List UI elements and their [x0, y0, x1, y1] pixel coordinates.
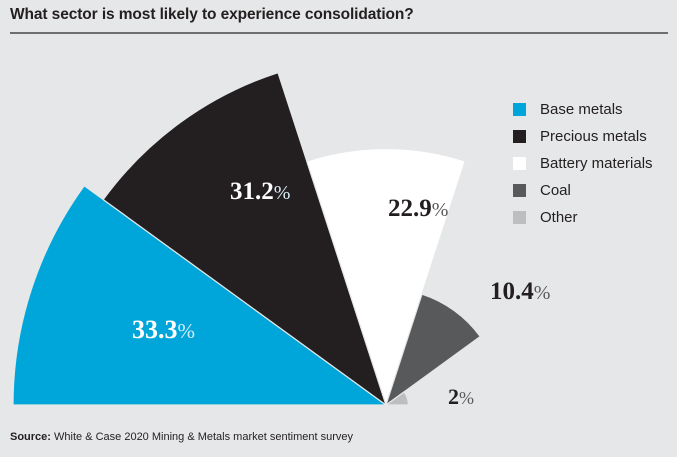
wedge-other	[384, 390, 410, 406]
legend-swatch	[513, 211, 526, 224]
legend-label: Battery materials	[540, 155, 653, 172]
legend-label: Coal	[540, 182, 571, 199]
data-label-base-metals: 33.3%	[132, 315, 195, 344]
legend-item-precious-metals: Precious metals	[513, 123, 653, 150]
data-label-precious-metals: 31.2%	[230, 178, 290, 205]
wedge-coal	[384, 293, 482, 407]
legend-swatch	[513, 184, 526, 197]
legend-swatch	[513, 157, 526, 170]
wedge-precious-metals	[102, 71, 388, 407]
data-label-battery-materials: 22.9%	[388, 195, 448, 222]
chart-title: What sector is most likely to experience…	[10, 6, 414, 23]
legend-label: Precious metals	[540, 128, 647, 145]
legend-label: Base metals	[540, 101, 623, 118]
title-divider	[10, 32, 668, 34]
wedge-base-metals	[12, 184, 388, 406]
source-label: Source:	[10, 431, 51, 443]
source-text: White & Case 2020 Mining & Metals market…	[54, 431, 353, 443]
data-label-other: 2%	[448, 384, 474, 409]
legend: Base metals Precious metals Battery materi…	[513, 96, 653, 231]
data-label-coal: 10.4%	[490, 278, 550, 305]
source-note: Source: White & Case 2020 Mining & Metal…	[10, 431, 353, 443]
wedge-battery-materials	[305, 147, 467, 407]
legend-item-battery-materials: Battery materials	[513, 150, 653, 177]
legend-swatch	[513, 130, 526, 143]
legend-label: Other	[540, 209, 578, 226]
legend-item-base-metals: Base metals	[513, 96, 653, 123]
legend-item-other: Other	[513, 204, 653, 231]
legend-item-coal: Coal	[513, 177, 653, 204]
legend-swatch	[513, 103, 526, 116]
